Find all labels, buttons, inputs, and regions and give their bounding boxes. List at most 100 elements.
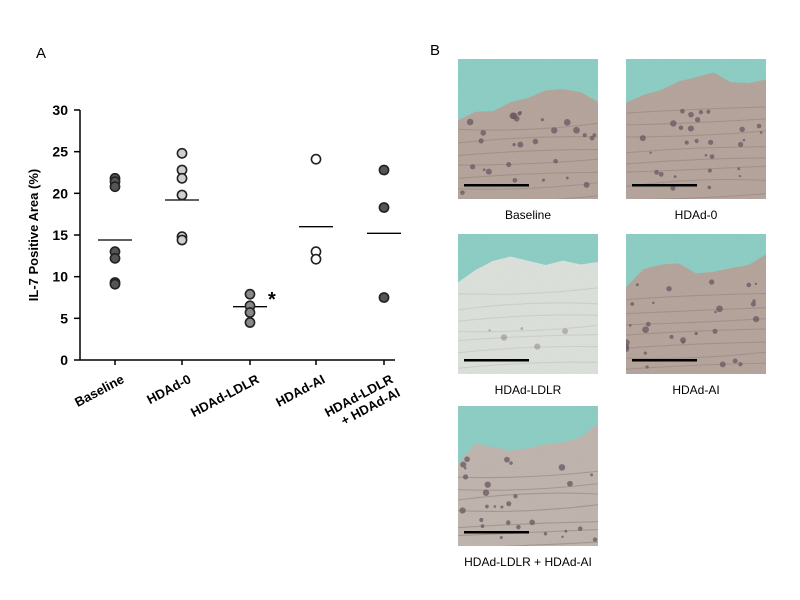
category-label-line: HDAd-0 [144, 371, 193, 407]
stained-cell [698, 109, 704, 115]
micrograph-image [458, 234, 598, 374]
stained-cell [543, 531, 548, 536]
micrograph-image [626, 234, 766, 382]
stained-cell [583, 181, 590, 188]
stained-cell [645, 321, 651, 327]
significance-asterisk: * [268, 289, 276, 311]
stained-cell [577, 526, 583, 531]
stained-cell [520, 327, 524, 331]
tissue-fiber [626, 157, 766, 165]
tissue-layer [458, 423, 598, 546]
data-point [378, 292, 390, 303]
stained-cell [573, 126, 580, 134]
micrograph-3: HDAd-LDLR [458, 234, 598, 397]
stained-cell [506, 501, 512, 507]
stained-cell [707, 168, 712, 173]
stained-cell [485, 504, 489, 509]
category-label: HDAd-AI [273, 371, 327, 409]
stained-cell [670, 120, 677, 127]
tissue-fiber [626, 307, 766, 315]
panel-a-label: A [36, 45, 46, 62]
panel-b-label: B [430, 42, 440, 59]
category-label-line: HDAd-LDLR [188, 371, 262, 420]
stained-cell [742, 138, 746, 142]
stained-cell [484, 481, 491, 488]
stained-cell [493, 505, 497, 508]
stained-cell [738, 174, 742, 178]
tissue-fiber [626, 318, 766, 326]
stained-cell [517, 141, 524, 148]
category-label: Baseline [72, 371, 126, 409]
tissue-fiber [458, 483, 598, 491]
stained-cell [719, 361, 726, 368]
scale-bar [632, 359, 697, 362]
scale-bar [464, 184, 529, 187]
stained-cell [485, 168, 492, 175]
stained-cell [688, 111, 694, 118]
x-ticks [114, 360, 385, 365]
stained-cell [652, 301, 655, 305]
stained-cell [563, 118, 571, 126]
tissue-fiber [499, 541, 598, 546]
stained-cell [590, 473, 594, 477]
data-point [378, 202, 390, 213]
stained-cell [738, 362, 743, 367]
tissue-fiber [458, 136, 598, 144]
tissue-fiber [458, 314, 598, 322]
stained-cell [460, 190, 465, 195]
stained-cell [480, 130, 487, 136]
tissue-fiber [458, 333, 598, 342]
stained-cell [565, 176, 569, 180]
category-label-line: HDAd-AI [273, 371, 327, 409]
tissue-fiber [637, 193, 766, 199]
stained-cell [678, 125, 684, 131]
data-point [378, 164, 390, 176]
micrograph-2: HDAd-0 [626, 59, 766, 222]
stained-cell [709, 279, 715, 285]
stained-cell [642, 326, 649, 333]
stained-cell [592, 133, 597, 137]
y-ticks: 0 5 10 15 20 25 30 [52, 102, 80, 368]
scale-bar [464, 531, 529, 534]
stained-cell [694, 138, 699, 144]
stained-cell [737, 167, 741, 171]
stained-cell [704, 153, 708, 157]
tissue-fiber [458, 504, 598, 512]
annotations: * [268, 289, 276, 311]
micrograph-4: HDAd-AI [626, 234, 766, 397]
stained-cell [707, 185, 712, 190]
y-tick-label: 30 [52, 102, 68, 118]
stained-cell [460, 461, 467, 468]
stained-cell [505, 520, 511, 525]
tissue-fiber [626, 341, 766, 349]
micrograph-image [458, 406, 598, 546]
stained-cell [687, 125, 694, 132]
tissue-fiber [458, 287, 598, 295]
scale-bar [464, 359, 529, 362]
stained-cell [478, 138, 484, 144]
tissue-fiber [458, 521, 598, 529]
stained-cell [469, 164, 476, 170]
tissue-fiber [458, 148, 598, 157]
stained-cell [716, 305, 723, 313]
tissue-fiber [626, 328, 766, 336]
tissue-fiber [626, 376, 766, 382]
tissue-fiber [626, 146, 766, 154]
category-label: HDAd-0 [144, 371, 193, 407]
micrograph-caption: Baseline [505, 208, 551, 222]
micrograph-panel: Baseline HDAd-0 HDAd-LDLR HDAd-AI HDAd-LDLR … [458, 59, 766, 569]
stained-cell [562, 328, 569, 335]
stained-cell [499, 536, 503, 540]
stained-cell [541, 178, 546, 182]
stained-cell [694, 331, 698, 336]
tissue-layer [458, 256, 598, 374]
tissue-fiber [554, 195, 598, 199]
stained-cell [756, 123, 762, 129]
data-point [176, 189, 188, 201]
y-tick-label: 25 [52, 144, 68, 160]
stained-cell [708, 139, 714, 145]
tissue-layer [458, 89, 598, 199]
stained-cell [558, 464, 566, 471]
